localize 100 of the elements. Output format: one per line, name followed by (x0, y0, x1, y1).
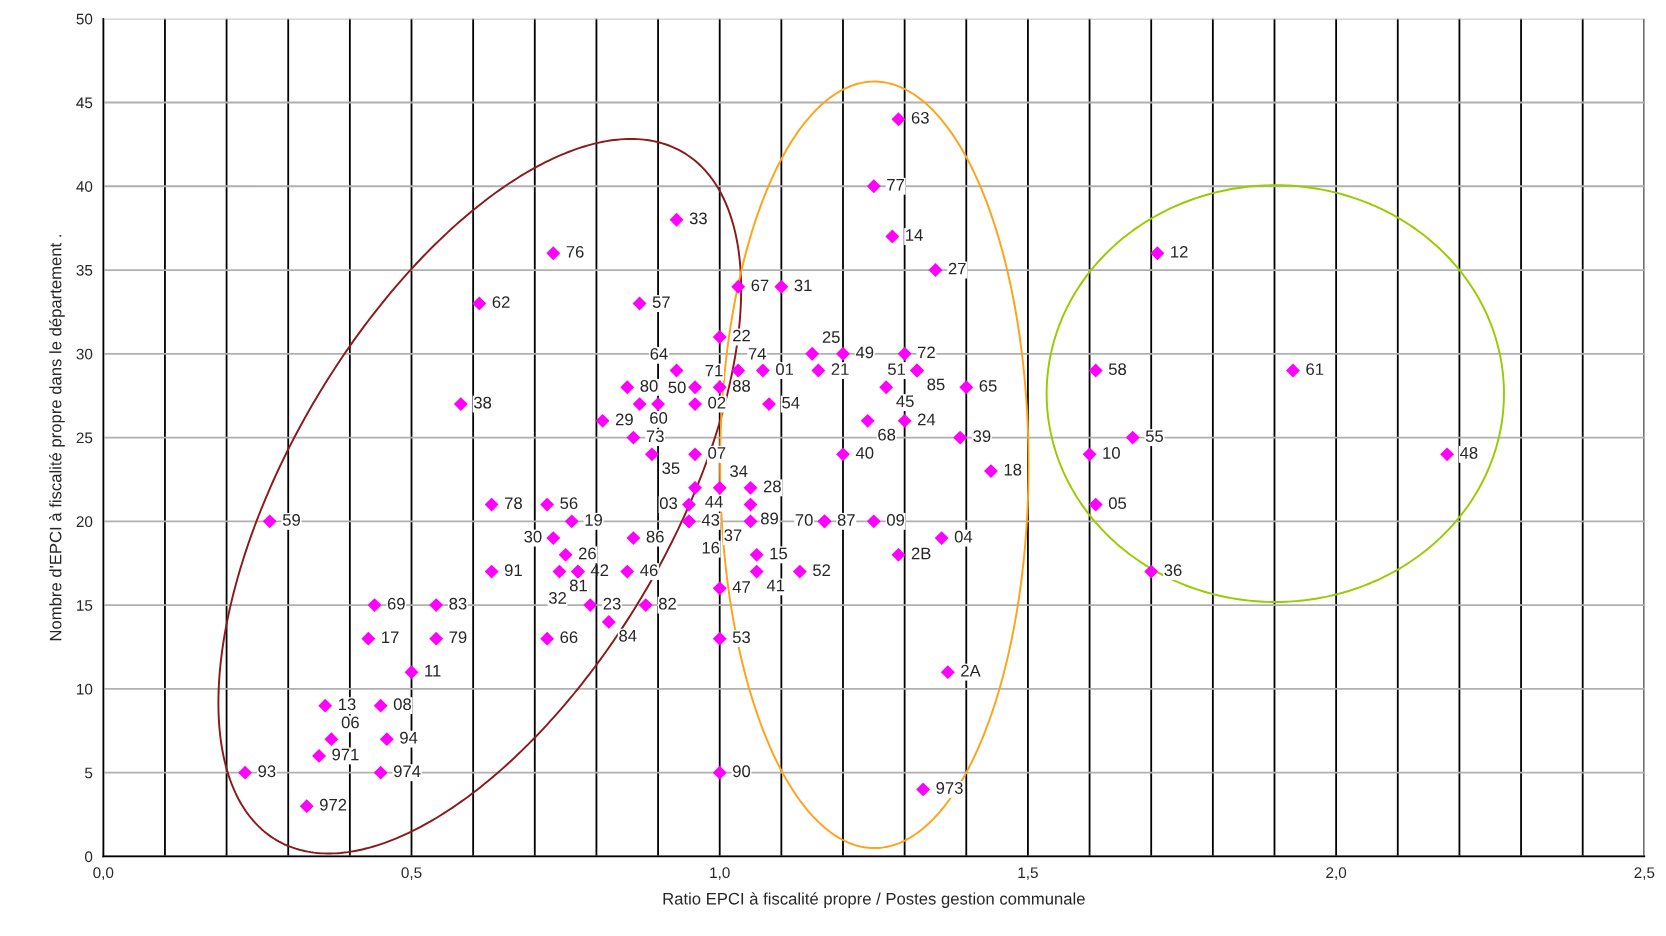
y-tick-label: 0 (84, 851, 93, 863)
annotation: 14 (906, 229, 923, 241)
y-axis-title: Nombre d'EPCI à fiscalité propre dans le département . (49, 235, 65, 641)
annotation: 47 (732, 581, 750, 593)
annotation: 23 (603, 597, 621, 610)
annotation: 08 (393, 698, 411, 711)
annotation: 86 (646, 530, 664, 543)
annotation: 24 (917, 413, 936, 426)
annotation: 52 (813, 564, 831, 577)
annotation: 49 (855, 346, 874, 359)
annotation: 32 (548, 592, 566, 604)
annotation: 61 (1306, 363, 1324, 376)
annotation: 19 (585, 514, 603, 526)
y-tick-label: 20 (76, 516, 93, 528)
annotation: 76 (566, 245, 584, 258)
annotation: 33 (689, 212, 707, 225)
annotation: 01 (776, 363, 794, 376)
annotation: 58 (1108, 363, 1127, 376)
annotation: 13 (338, 698, 356, 711)
annotation: 53 (732, 631, 751, 644)
annotation: 2A (961, 664, 981, 677)
x-tick-label: 1,5 (1018, 867, 1038, 880)
annotation: 35 (662, 462, 680, 475)
annotation: 65 (979, 379, 997, 392)
annotation: 18 (1004, 463, 1022, 476)
annotation: 37 (724, 529, 742, 542)
annotation: 06 (341, 716, 359, 729)
x-tick-label: 2,0 (1326, 867, 1347, 880)
annotation: 89 (760, 512, 778, 525)
y-tick-label: 50 (76, 13, 93, 25)
annotation: 974 (393, 765, 421, 778)
annotation: 03 (659, 497, 678, 510)
annotation: 72 (917, 346, 935, 359)
annotation: 38 (473, 396, 492, 409)
annotation: 78 (504, 497, 522, 510)
x-tick-label: 0,5 (401, 867, 422, 880)
annotation: 79 (449, 631, 467, 644)
annotation: 80 (640, 379, 658, 392)
annotation: 46 (640, 564, 658, 577)
y-tick-label: 5 (84, 767, 93, 779)
annotation: 73 (646, 430, 664, 443)
annotation: 87 (837, 514, 855, 526)
x-tick-label: 2,5 (1634, 867, 1655, 880)
y-tick-label: 25 (76, 432, 93, 444)
annotation: 45 (896, 395, 914, 408)
annotation: 70 (795, 514, 813, 526)
annotation: 84 (619, 629, 637, 642)
annotation: 50 (668, 381, 686, 394)
annotation: 2B (911, 547, 931, 560)
annotation: 71 (705, 364, 723, 377)
annotation: 27 (948, 262, 966, 275)
y-tick-label: 35 (76, 264, 93, 276)
annotation: 972 (319, 798, 347, 811)
annotation: 66 (560, 631, 578, 644)
annotation: 21 (831, 363, 849, 375)
annotation: 55 (1145, 430, 1164, 443)
annotation: 26 (578, 547, 596, 560)
annotation: 15 (770, 547, 788, 560)
annotation: 93 (258, 765, 276, 778)
annotation: 88 (732, 379, 751, 392)
annotation: 02 (708, 396, 726, 409)
annotation: 68 (878, 428, 896, 441)
annotation: 91 (504, 564, 522, 577)
annotation: 40 (855, 447, 874, 459)
y-tick-label: 45 (76, 97, 93, 109)
annotation: 60 (650, 412, 668, 424)
annotation: 82 (658, 597, 676, 610)
annotation: 30 (524, 530, 542, 543)
x-tick-label: 0,0 (93, 867, 114, 880)
annotation: 22 (733, 329, 750, 342)
annotation: 07 (708, 447, 726, 459)
annotation: 29 (615, 413, 633, 426)
annotation: 39 (973, 430, 991, 443)
annotation: 05 (1108, 497, 1127, 510)
annotation: 56 (560, 497, 578, 510)
annotation: 51 (887, 363, 906, 376)
annotation: 43 (701, 514, 720, 526)
annotation: 28 (763, 480, 781, 493)
annotation: 41 (766, 579, 785, 592)
annotation: 62 (492, 296, 510, 309)
x-axis-title: Ratio EPCI à fiscalité propre / Postes gestion communale (663, 892, 1085, 908)
annotation: 85 (927, 378, 945, 391)
annotation: 36 (1164, 564, 1182, 577)
annotation: 10 (1103, 447, 1120, 459)
y-tick-label: 40 (76, 181, 93, 192)
annotation: 25 (822, 331, 840, 343)
annotation: 57 (652, 296, 670, 309)
annotation: 31 (794, 279, 812, 292)
annotation: 34 (730, 465, 748, 478)
annotation: 81 (569, 579, 587, 592)
annotation: 63 (911, 111, 929, 124)
y-tick-label: 15 (77, 600, 93, 611)
annotation: 67 (751, 279, 769, 292)
annotation: 48 (1459, 447, 1478, 459)
annotation: 74 (748, 348, 766, 360)
y-tick-label: 10 (77, 683, 93, 695)
annotation: 59 (282, 514, 300, 526)
annotation: 69 (387, 597, 405, 610)
annotation: 44 (705, 495, 723, 508)
annotation: 77 (887, 179, 905, 191)
